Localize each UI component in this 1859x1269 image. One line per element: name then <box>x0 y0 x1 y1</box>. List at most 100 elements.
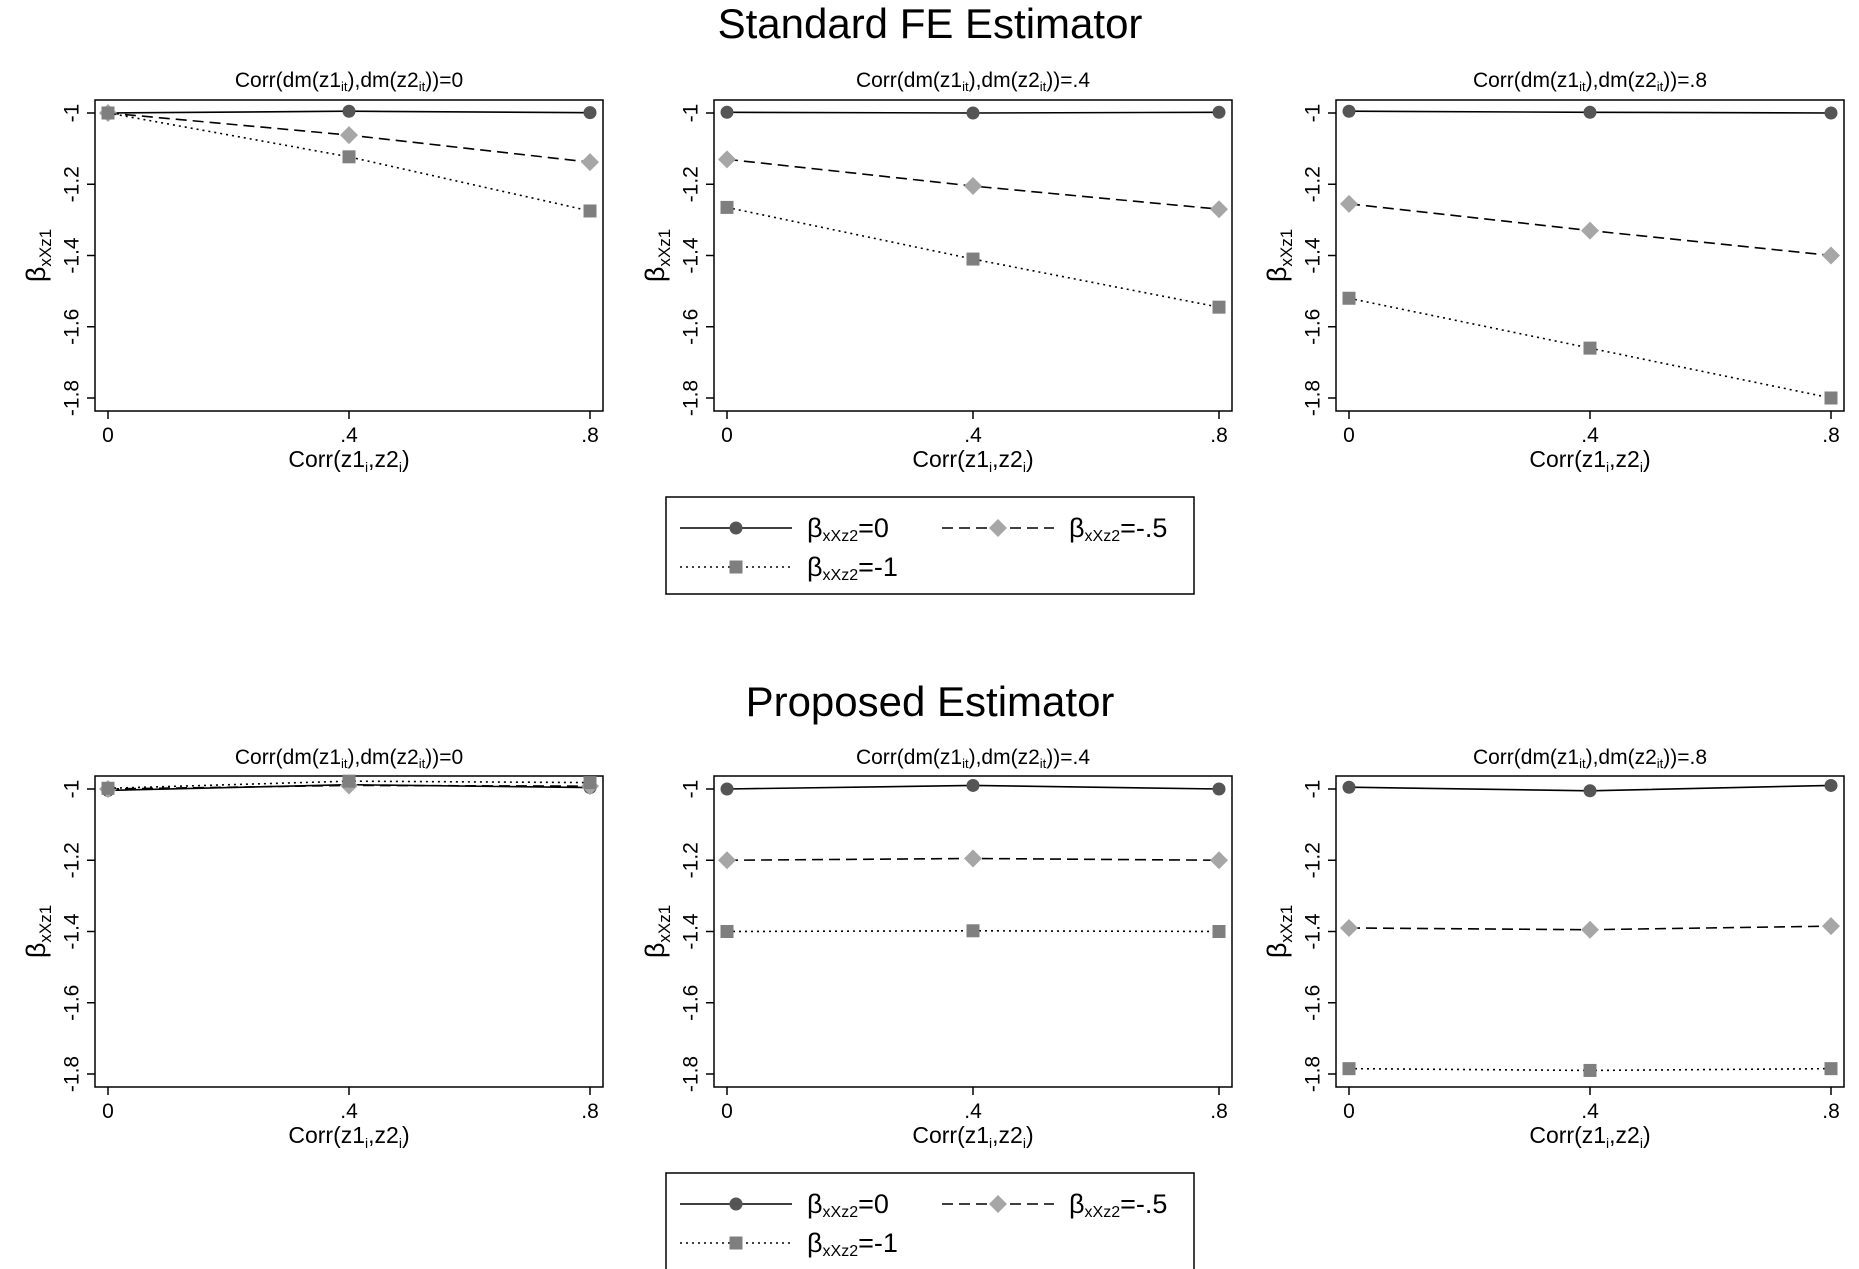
x-tick-label: .4 <box>1581 1100 1599 1123</box>
data-point-circle <box>1824 778 1838 792</box>
x-tick-label: .4 <box>964 424 982 447</box>
data-point-square <box>342 150 356 164</box>
panel-title-part: Corr(dm(z1 <box>856 746 962 769</box>
panel: Corr(dm(z1it),dm(z2it))=0-1-1.2-1.4-1.6-… <box>21 746 604 1151</box>
panel-title-subscript: it <box>1040 79 1047 94</box>
data-point-square <box>1824 1062 1838 1076</box>
y-tick-label: -1 <box>680 780 703 799</box>
legend: βxXz2=0 βxXz2=-.5 βxXz2=-1 <box>665 1172 1195 1269</box>
panel-title-part: ),dm(z2 <box>1586 69 1657 92</box>
x-tick-label: 0 <box>102 1100 114 1123</box>
panel-title-part: ))=0 <box>425 69 463 92</box>
y-axis-label-part: β <box>21 943 51 959</box>
y-tick-label: -1.2 <box>61 166 84 202</box>
legend-label: βxXz2=-1 <box>807 1228 898 1260</box>
x-axis-label-subscript: i <box>1606 1135 1609 1151</box>
series-square <box>101 774 597 795</box>
x-tick-label: .4 <box>340 1100 358 1123</box>
series-diamond <box>1340 194 1840 265</box>
legend-item-square: βxXz2=-1 <box>680 1228 898 1260</box>
y-tick-label: -1.2 <box>680 166 703 202</box>
y-tick-label: -1.6 <box>680 309 703 345</box>
panel: Corr(dm(z1it),dm(z2it))=.8-1-1.2-1.4-1.6… <box>1262 69 1845 475</box>
y-tick-label: -1.2 <box>1302 842 1325 878</box>
legend-marker-circle <box>729 1197 743 1211</box>
data-point-circle <box>1583 784 1597 798</box>
x-tick-label: .4 <box>1581 424 1599 447</box>
series-square <box>720 924 1226 938</box>
y-tick-label: -1.6 <box>680 985 703 1021</box>
x-axis-label-subscript: i <box>399 459 402 475</box>
x-axis-label: Corr(z1i,z2i) <box>288 446 409 475</box>
legend-item-diamond: βxXz2=-.5 <box>942 513 1167 545</box>
data-point-square <box>101 106 115 120</box>
legend-label: βxXz2=0 <box>807 513 889 545</box>
series-line <box>107 112 591 212</box>
y-tick-label: -1.8 <box>680 380 703 416</box>
legend-item-diamond: βxXz2=-.5 <box>942 1189 1167 1221</box>
y-tick-label: -1.8 <box>1302 1056 1325 1092</box>
data-point-square <box>1342 291 1356 305</box>
series-circle <box>1342 778 1838 798</box>
series-diamond <box>1340 917 1840 939</box>
panel-title-part: ),dm(z2 <box>969 69 1040 92</box>
data-point-diamond <box>1210 200 1228 219</box>
panel-title: Corr(dm(z1it),dm(z2it))=.4 <box>856 69 1090 94</box>
x-axis-label-part: Corr(z1 <box>1529 1122 1606 1148</box>
x-axis-label-subscript: i <box>399 1135 402 1151</box>
x-axis-label-part: Corr(z1 <box>912 446 989 472</box>
x-axis-label: Corr(z1i,z2i) <box>912 446 1033 475</box>
y-axis-label-subscript: xXz1 <box>1277 905 1296 943</box>
panel-title-subscript: it <box>1657 756 1664 771</box>
panel-title: Corr(dm(z1it),dm(z2it))=0 <box>235 746 463 771</box>
x-axis-label-subscript: i <box>1640 459 1643 475</box>
panel-title-subscript: it <box>962 79 969 94</box>
y-tick-label: -1 <box>680 104 703 123</box>
x-axis-label: Corr(z1i,z2i) <box>912 1122 1033 1151</box>
y-axis-label-subscript: xXz1 <box>655 905 674 943</box>
x-tick-label: .8 <box>581 424 599 447</box>
x-axis-label-subscript: i <box>365 1135 368 1151</box>
panel-title-part: ))=.8 <box>1663 69 1707 92</box>
series-diamond <box>718 849 1228 870</box>
legend-label-subscript: xXz2 <box>823 1204 859 1221</box>
x-axis-label-subscript: i <box>989 1135 992 1151</box>
legend-marker-circle <box>729 521 743 535</box>
legend-label-subscript: xXz2 <box>823 567 859 584</box>
legend-label-part: β <box>807 1189 823 1219</box>
legend-label-subscript: xXz2 <box>1085 1204 1121 1221</box>
y-tick-label: -1 <box>1302 780 1325 799</box>
legend-label-part: β <box>807 1228 823 1258</box>
panel: Corr(dm(z1it),dm(z2it))=.4-1-1.2-1.4-1.6… <box>640 746 1233 1151</box>
y-tick-label: -1 <box>1302 104 1325 123</box>
y-tick-label: -1.6 <box>61 309 84 345</box>
data-point-circle <box>342 104 356 118</box>
legend-label-subscript: xXz2 <box>823 528 859 545</box>
series-square <box>101 106 597 218</box>
legend-marker-square <box>729 560 743 574</box>
y-tick-label: -1.6 <box>1302 985 1325 1021</box>
y-axis-label: βxXz1 <box>21 905 55 958</box>
data-point-circle <box>720 105 734 119</box>
x-tick-label: .4 <box>340 424 358 447</box>
x-tick-label: .8 <box>1210 1100 1228 1123</box>
legend-label-part: =-1 <box>858 552 898 582</box>
legend-item-circle: βxXz2=0 <box>680 1189 889 1221</box>
y-tick-label: -1.4 <box>1302 913 1325 950</box>
legend-item-circle: βxXz2=0 <box>680 513 889 545</box>
data-point-diamond <box>1822 246 1840 265</box>
legend-label: βxXz2=-.5 <box>1069 1189 1167 1221</box>
series-square <box>1342 291 1838 405</box>
legend-marker-diamond <box>989 519 1007 537</box>
y-tick-label: -1.4 <box>1302 237 1325 274</box>
panel: Corr(dm(z1it),dm(z2it))=0-1-1.2-1.4-1.6-… <box>21 69 604 475</box>
x-axis-label-part: ) <box>1026 446 1034 472</box>
y-tick-label: -1.6 <box>1302 309 1325 345</box>
panel-title-subscript: it <box>341 79 348 94</box>
x-axis-label-subscript: i <box>1640 1135 1643 1151</box>
x-axis-label-part: ) <box>402 1122 410 1148</box>
panel-title-part: ))=.4 <box>1046 746 1090 769</box>
x-axis-label-part: ,z2 <box>368 1122 399 1148</box>
panel-title-part: ),dm(z2 <box>969 746 1040 769</box>
